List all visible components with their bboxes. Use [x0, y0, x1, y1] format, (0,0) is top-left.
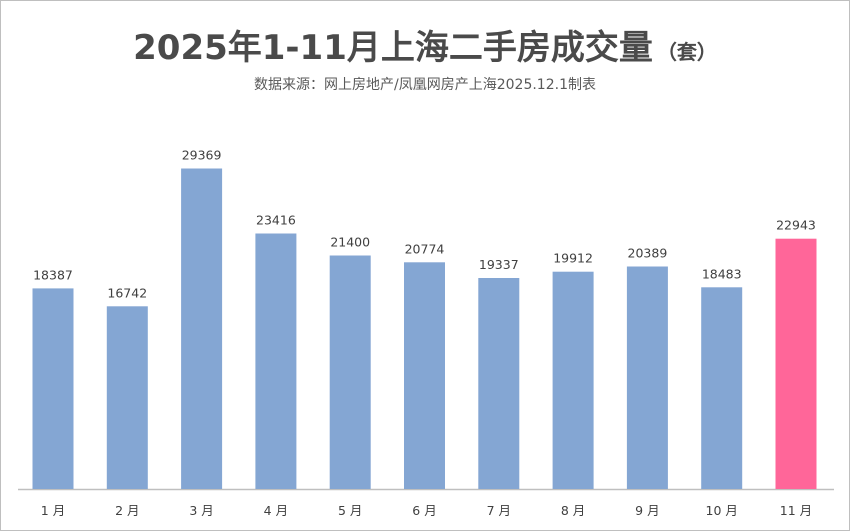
x-tick-label-10: 10 月: [706, 503, 738, 518]
bar-5: [329, 255, 371, 489]
chart-title-main: 2025年1-11月上海二手房成交量: [133, 28, 653, 68]
x-tick-label-4: 4 月: [264, 503, 288, 518]
bar-7: [478, 278, 520, 489]
bar-6: [404, 262, 445, 489]
x-tick-label-2: 2 月: [115, 503, 139, 518]
data-label-8: 19912: [553, 251, 593, 266]
chart-title-unit: （套）: [656, 40, 717, 64]
data-label-7: 19337: [479, 257, 519, 272]
data-label-4: 23416: [256, 213, 296, 228]
data-label-9: 20389: [628, 246, 668, 261]
bar-2: [106, 306, 148, 489]
bar-4: [255, 233, 297, 489]
x-tick-label-8: 8 月: [561, 503, 585, 518]
data-label-2: 16742: [107, 285, 147, 300]
x-tick-label-5: 5 月: [338, 503, 362, 518]
data-label-1: 18387: [33, 267, 73, 282]
data-label-10: 18483: [702, 266, 742, 281]
chart-subtitle: 数据来源：网上房地产/凤凰网房产上海2025.12.1制表: [254, 77, 596, 93]
x-tick-label-3: 3 月: [189, 503, 213, 518]
bar-3: [181, 168, 223, 489]
x-tick-label-1: 1 月: [41, 503, 65, 518]
data-label-5: 21400: [330, 235, 370, 250]
x-tick-label-6: 6 月: [412, 503, 436, 518]
x-tick-label-11: 11 月: [780, 503, 812, 518]
data-label-6: 20774: [405, 241, 445, 256]
chart-title: 2025年1-11月上海二手房成交量 （套）: [0, 20, 850, 69]
x-tick-label-9: 9 月: [635, 503, 659, 518]
bar-1: [32, 288, 74, 489]
bar-9: [626, 266, 668, 489]
data-label-3: 29369: [182, 148, 222, 163]
bar-8: [552, 271, 594, 489]
data-label-11: 22943: [776, 218, 816, 233]
x-tick-label-7: 7 月: [487, 503, 511, 518]
bar-11: [775, 238, 817, 489]
bar-10: [701, 287, 743, 489]
